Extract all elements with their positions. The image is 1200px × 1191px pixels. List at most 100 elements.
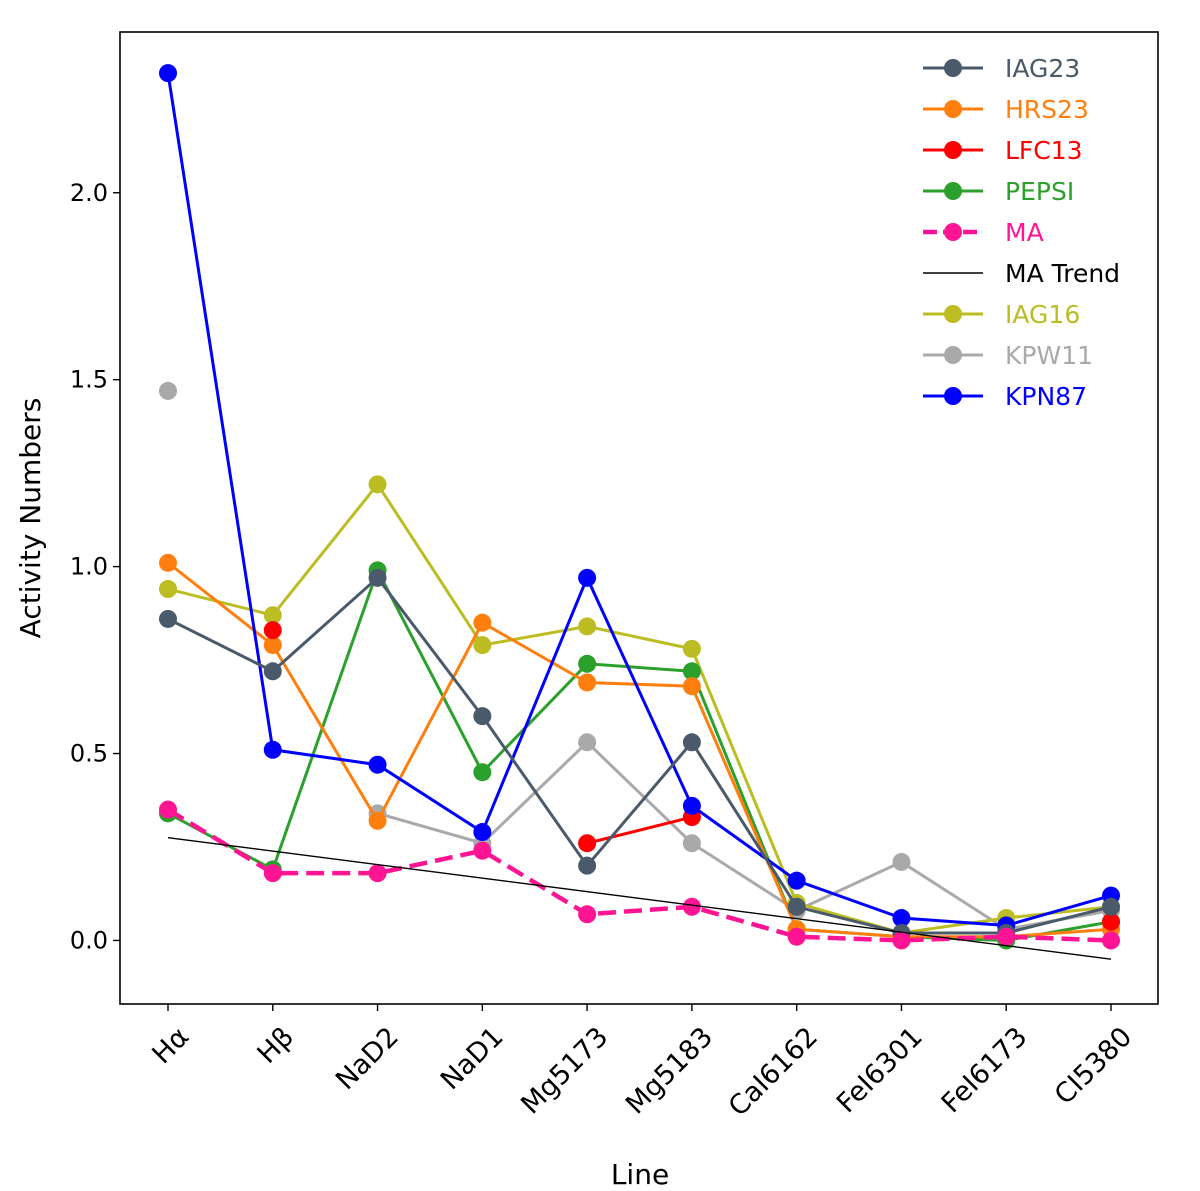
- legend-entry-ma: MA: [923, 218, 1044, 247]
- data-point-lfc13-ci5380: [1102, 912, 1120, 931]
- x-tick-label-nad2: NaD2: [330, 1021, 405, 1096]
- data-point-hrs23-nad1: [473, 613, 492, 632]
- data-point-ma-nad1: [473, 841, 492, 860]
- data-point-kpn87-nad1: [473, 823, 492, 842]
- legend-marker: [944, 182, 962, 200]
- legend-label: HRS23: [1005, 95, 1089, 124]
- data-point-ma-ci5380: [1102, 931, 1120, 950]
- legend-label: IAG23: [1005, 54, 1080, 83]
- x-tick-label-fei6301: FeI6301: [831, 1021, 929, 1119]
- legend-entry-iag23: IAG23: [923, 54, 1080, 83]
- data-point-iag23-h: [263, 662, 282, 681]
- data-point-iag16-mg5173: [578, 617, 597, 636]
- data-point-iag16-nad2: [368, 475, 387, 494]
- legend-marker: [944, 223, 962, 241]
- legend: IAG23 HRS23 LFC13 PEPSI MA MA Trend IAG16 KPW11…: [923, 54, 1120, 411]
- y-tick-label: 0.0: [70, 926, 108, 954]
- data-point-iag23-nad1: [473, 707, 492, 726]
- plot-frame: [119, 31, 1159, 1005]
- data-point-ma-mg5183: [682, 897, 701, 916]
- data-point-ma-h: [263, 864, 282, 883]
- x-tick-label-h: Hα: [146, 1021, 195, 1070]
- series-layer: [159, 64, 1120, 960]
- x-tick-label-nad1: NaD1: [435, 1021, 510, 1096]
- legend-marker: [944, 100, 962, 118]
- data-point-iag23-mg5183: [682, 733, 701, 752]
- data-point-kpn87-mg5183: [682, 796, 701, 815]
- x-axis: Hα Hβ NaD2 NaD1 Mg5173 Mg5183 CaI6162 FeI6301 Fe…: [146, 1004, 1138, 1123]
- data-point-iag16-nad1: [473, 636, 492, 655]
- series-ma: [159, 800, 1120, 950]
- legend-label: KPW11: [1005, 341, 1093, 370]
- data-point-iag16-mg5183: [682, 639, 701, 658]
- legend-entry-kpn87: KPN87: [923, 382, 1087, 411]
- data-point-kpw11-mg5173: [578, 733, 597, 752]
- data-point-iag16-h: [159, 580, 177, 599]
- data-point-kpn87-cai6162: [787, 871, 806, 890]
- series-line-ma-trend: [167, 836, 1112, 960]
- data-point-pepsi-mg5173: [578, 654, 597, 673]
- x-tick-label-mg5183: Mg5183: [620, 1021, 719, 1120]
- data-point-ma-nad2: [368, 864, 387, 883]
- series-line-iag23: [167, 575, 1112, 935]
- data-point-kpn87-nad2: [368, 755, 387, 774]
- x-tick-label-h: Hβ: [252, 1021, 300, 1069]
- legend-marker: [944, 305, 962, 323]
- data-point-kpw11-mg5183: [682, 834, 701, 853]
- y-axis: 0.0 0.5 1.0 1.5 2.0: [70, 179, 120, 954]
- legend-label: MA Trend: [1005, 259, 1120, 288]
- series-ma-trend: [167, 836, 1112, 960]
- data-point-ma-h: [159, 800, 177, 819]
- legend-entry-hrs23: HRS23: [923, 95, 1089, 124]
- legend-label: KPN87: [1005, 382, 1087, 411]
- data-point-iag23-mg5173: [578, 856, 597, 875]
- plot-background: [120, 32, 1158, 1004]
- data-point-iag23-nad2: [368, 568, 387, 587]
- x-axis-label: Line: [611, 1158, 669, 1191]
- data-point-iag23-h: [159, 609, 177, 628]
- data-point-hrs23-mg5183: [682, 677, 701, 696]
- x-tick-label-ci5380: CI5380: [1049, 1021, 1138, 1110]
- data-point-hrs23-nad2: [368, 811, 387, 830]
- data-point-pepsi-nad1: [473, 763, 492, 782]
- data-point-kpn87-h: [263, 740, 282, 759]
- data-point-lfc13-h: [263, 621, 282, 640]
- series-line-lfc13: [586, 815, 693, 845]
- legend-label: PEPSI: [1005, 177, 1074, 206]
- data-point-ma-cai6162: [787, 927, 806, 946]
- legend-label: IAG16: [1005, 300, 1080, 329]
- data-point-kpn87-h: [159, 64, 177, 83]
- y-tick-label: 1.0: [70, 553, 108, 581]
- data-point-kpw11-h: [159, 381, 177, 400]
- data-point-kpn87-mg5173: [578, 568, 597, 587]
- legend-entry-pepsi: PEPSI: [923, 177, 1074, 206]
- data-point-pepsi-mg5183: [682, 662, 701, 681]
- y-tick-label: 1.5: [70, 366, 108, 394]
- x-tick-label-mg5173: Mg5173: [515, 1021, 614, 1120]
- data-point-hrs23-h: [159, 553, 177, 572]
- data-point-lfc13-mg5173: [578, 834, 597, 853]
- legend-label: LFC13: [1005, 136, 1083, 165]
- legend-marker: [944, 387, 962, 405]
- series-line-ma: [166, 807, 1112, 943]
- y-axis-label: Activity Numbers: [14, 398, 47, 639]
- y-tick-label: 0.5: [70, 740, 108, 768]
- y-tick-label: 2.0: [70, 179, 108, 207]
- legend-marker: [944, 141, 962, 159]
- legend-entry-lfc13: LFC13: [923, 136, 1083, 165]
- legend-entry-ma-trend: MA Trend: [923, 259, 1120, 288]
- legend-entry-kpw11: KPW11: [923, 341, 1093, 370]
- data-point-ma-fei6301: [892, 931, 911, 950]
- series-line-kpn87: [166, 72, 1112, 928]
- data-point-iag23-cai6162: [787, 897, 806, 916]
- series-line-iag16: [167, 481, 1112, 935]
- data-point-ma-mg5173: [578, 905, 597, 924]
- series-kpn87: [159, 64, 1120, 935]
- series-line-kpw11: [377, 740, 1112, 931]
- data-point-iag23-ci5380: [1102, 897, 1120, 916]
- data-point-kpw11-fei6301: [892, 852, 911, 871]
- legend-marker: [944, 59, 962, 77]
- data-point-ma-fei6173: [997, 927, 1016, 946]
- data-point-hrs23-h: [263, 636, 282, 655]
